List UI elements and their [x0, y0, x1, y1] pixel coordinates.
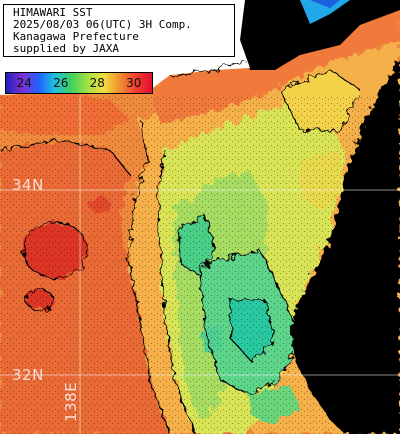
label-lon-138e: 138E — [62, 381, 80, 422]
grid-lines — [0, 95, 400, 434]
legend-gradient — [6, 73, 152, 93]
legend-tick-24: 24 — [16, 76, 32, 90]
legend-tick-26: 26 — [53, 76, 69, 90]
label-lat-34n: 34N — [12, 176, 44, 194]
color-legend: 24 26 28 30 — [5, 72, 153, 94]
title-line-1: HIMAWARI SST — [13, 6, 93, 19]
legend-tick-28: 28 — [89, 76, 105, 90]
legend-tick-30: 30 — [126, 76, 142, 90]
land — [240, 0, 400, 70]
title-line-4: supplied by JAXA — [13, 42, 119, 55]
sst-contours — [0, 59, 361, 434]
title-box: HIMAWARI SST 2025/08/03 06(UTC) 3H Comp.… — [3, 4, 235, 57]
label-lat-32n: 32N — [12, 366, 44, 384]
title-line-3: Kanagawa Prefecture — [13, 30, 139, 43]
title-line-2: 2025/08/03 06(UTC) 3H Comp. — [13, 18, 192, 31]
